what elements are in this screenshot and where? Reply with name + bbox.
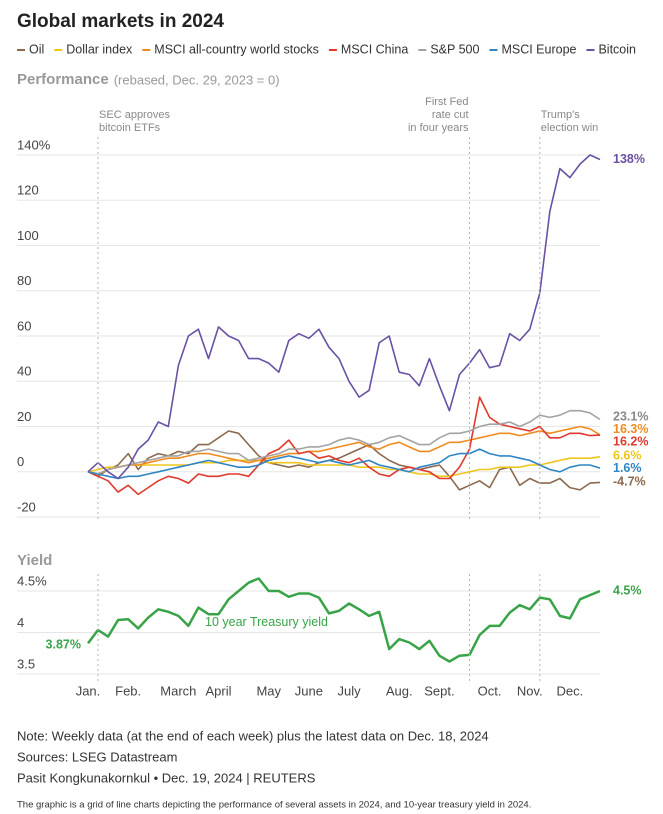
y-tick-label: 3.5	[17, 656, 35, 671]
title: Global markets in 2024	[17, 11, 224, 32]
x-tick-label: June	[295, 683, 323, 698]
legend-label: S&P 500	[430, 42, 479, 56]
end-label: 16.3%	[613, 422, 648, 436]
description: The graphic is a grid of line charts dep…	[17, 800, 531, 811]
note: Note: Weekly data (at the end of each we…	[17, 728, 489, 743]
x-tick-label: Dec.	[557, 683, 584, 698]
legend-label: MSCI all-country world stocks	[154, 42, 319, 56]
x-tick-label: April	[206, 683, 232, 698]
series-line	[87, 396, 601, 496]
annotation: Trump's	[541, 109, 580, 121]
series-line	[87, 409, 601, 475]
legend-label: Oil	[29, 42, 44, 56]
panel-title: Performance	[17, 71, 109, 88]
end-label: 16.2%	[613, 435, 648, 449]
annotation: election win	[541, 122, 598, 134]
panel-title: Yield	[17, 552, 52, 569]
x-tick-label: July	[337, 683, 361, 698]
series-line	[87, 456, 601, 478]
annotation: in four years	[408, 122, 469, 134]
y-tick-label: 4.5%	[17, 573, 47, 588]
legend-label: MSCI Europe	[501, 42, 576, 56]
series-line	[87, 425, 601, 475]
series-line	[87, 577, 601, 663]
x-tick-label: Jan.	[76, 683, 101, 698]
y-tick-label: 120	[17, 183, 39, 198]
annotation: rate cut	[432, 109, 469, 121]
legend-label: MSCI China	[341, 42, 408, 56]
y-tick-label: -20	[17, 499, 36, 514]
y-tick-label: 80	[17, 273, 31, 288]
x-tick-label: Nov.	[517, 683, 543, 698]
x-tick-label: March	[160, 683, 196, 698]
end-label: 1.6%	[613, 461, 642, 475]
panel-subtitle: (rebased, Dec. 29, 2023 = 0)	[114, 72, 280, 87]
end-label: 138%	[613, 152, 645, 166]
legend-label: Dollar index	[66, 42, 133, 56]
x-tick-label: Oct.	[478, 683, 502, 698]
series-line	[87, 154, 601, 480]
legend-label: Bitcoin	[598, 42, 636, 56]
annotation: bitcoin ETFs	[99, 122, 161, 134]
y-tick-label: 100	[17, 228, 39, 243]
end-label: 23.1%	[613, 410, 648, 424]
end-label: -4.7%	[613, 475, 646, 489]
byline: Pasit Kongkunakornkul • Dec. 19, 2024 | …	[17, 770, 316, 785]
x-tick-label: Aug.	[386, 683, 413, 698]
y-tick-label: 60	[17, 318, 31, 333]
series-label: 10 year Treasury yield	[205, 615, 328, 629]
annotation: First Fed	[425, 96, 468, 108]
end-label: 6.6%	[613, 449, 642, 463]
annotation: SEC approves	[99, 109, 170, 121]
sources: Sources: LSEG Datastream	[17, 749, 177, 764]
x-tick-label: Feb.	[115, 683, 141, 698]
series-line	[87, 448, 601, 480]
series-line	[87, 430, 601, 491]
start-label: 3.87%	[46, 638, 81, 652]
y-tick-label: 20	[17, 409, 31, 424]
y-tick-label: 0	[17, 454, 24, 469]
y-tick-label: 40	[17, 364, 31, 379]
y-tick-label: 4	[17, 615, 24, 630]
end-label: 4.5%	[613, 583, 642, 597]
x-tick-label: Sept.	[424, 683, 454, 698]
x-tick-label: May	[256, 683, 281, 698]
y-tick-label: 140%	[17, 137, 51, 152]
